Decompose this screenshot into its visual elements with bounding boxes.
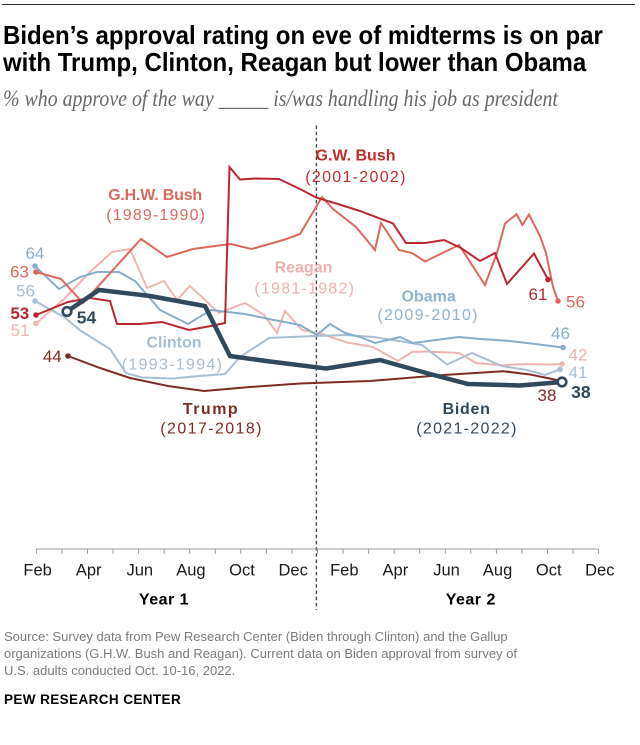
svg-text:54: 54 [77, 308, 97, 328]
svg-text:(1981-1982): (1981-1982) [254, 280, 355, 297]
svg-text:44: 44 [43, 347, 62, 366]
svg-text:Year 2: Year 2 [446, 592, 496, 609]
svg-text:(2009-2010): (2009-2010) [377, 307, 478, 324]
svg-text:(2021-2022): (2021-2022) [416, 420, 517, 437]
svg-text:63: 63 [10, 263, 29, 282]
svg-text:Apr: Apr [383, 562, 409, 580]
svg-text:Biden: Biden [443, 401, 491, 418]
svg-text:Dec: Dec [585, 562, 614, 580]
svg-text:(2001-2002): (2001-2002) [305, 169, 406, 186]
svg-text:Year 1: Year 1 [139, 592, 189, 609]
svg-text:Apr: Apr [76, 562, 102, 580]
svg-text:(2017-2018): (2017-2018) [160, 420, 263, 437]
svg-text:56: 56 [16, 282, 35, 301]
svg-text:42: 42 [569, 346, 588, 365]
svg-text:Jun: Jun [126, 562, 153, 580]
svg-text:Trump: Trump [183, 401, 239, 418]
svg-text:Oct: Oct [229, 562, 255, 580]
svg-text:61: 61 [529, 285, 548, 304]
svg-text:38: 38 [538, 386, 557, 405]
svg-text:46: 46 [551, 324, 570, 343]
svg-text:53: 53 [10, 304, 29, 323]
svg-text:Jun: Jun [433, 562, 460, 580]
svg-text:38: 38 [571, 382, 591, 402]
svg-text:Reagan: Reagan [275, 260, 333, 277]
svg-text:(1993-1994): (1993-1994) [122, 357, 223, 374]
svg-text:Dec: Dec [279, 562, 308, 580]
svg-text:Obama: Obama [401, 289, 455, 306]
svg-text:G.H.W. Bush: G.H.W. Bush [108, 187, 202, 204]
svg-text:Feb: Feb [330, 562, 358, 580]
svg-text:51: 51 [11, 321, 30, 340]
svg-text:Oct: Oct [536, 562, 562, 580]
svg-text:Clinton: Clinton [146, 334, 201, 351]
svg-text:56: 56 [566, 293, 585, 312]
svg-text:Aug: Aug [176, 562, 205, 580]
svg-text:(1989-1990): (1989-1990) [106, 207, 206, 224]
svg-text:G.W. Bush: G.W. Bush [316, 148, 396, 165]
svg-text:Aug: Aug [483, 562, 512, 580]
svg-text:Feb: Feb [23, 562, 51, 580]
svg-text:64: 64 [25, 244, 44, 263]
svg-text:41: 41 [569, 363, 588, 382]
